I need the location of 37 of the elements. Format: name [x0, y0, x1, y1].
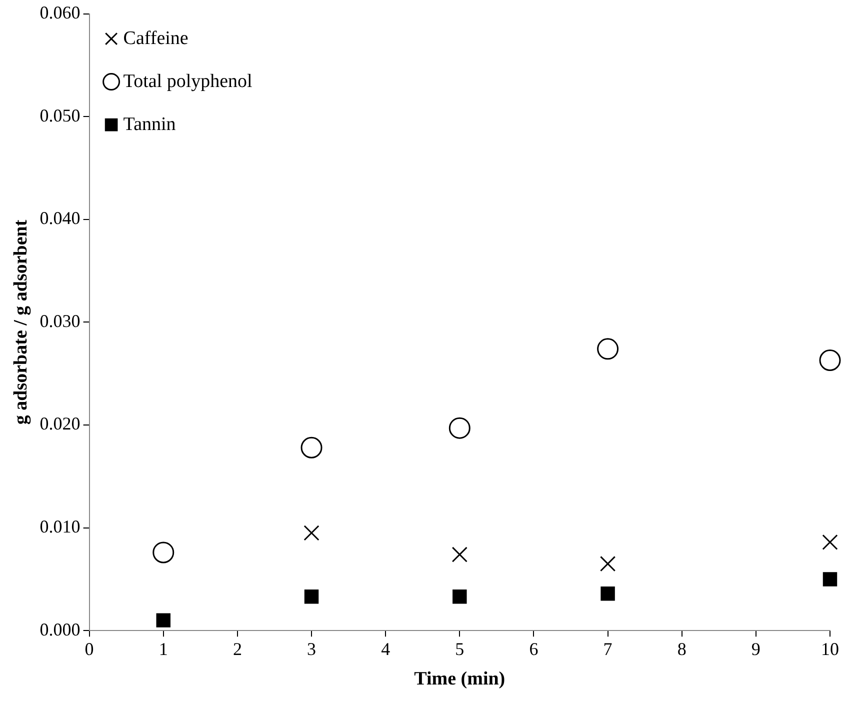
y-axis-title: g adsorbate / g adsorbent: [10, 219, 32, 425]
point: [156, 613, 170, 628]
y-tick-label: 0.040: [40, 208, 80, 228]
x-axis-title: Time (min): [414, 668, 506, 690]
point: [300, 436, 322, 458]
x-tick-label: 5: [455, 639, 464, 660]
y-tick-label: 0.020: [40, 414, 80, 434]
point: [452, 546, 468, 562]
point: [819, 349, 841, 371]
x-tick-label: 4: [381, 639, 390, 660]
point: [822, 572, 838, 586]
point: [152, 542, 174, 564]
point: [448, 417, 470, 439]
legend-label: Total polyphenol: [123, 70, 252, 92]
legend-label: Tannin: [123, 114, 176, 135]
legend-label: Caffeine: [123, 28, 188, 49]
point: [597, 338, 619, 360]
x-tick-label: 6: [529, 639, 538, 660]
y-tick-label: 0.030: [40, 310, 80, 331]
x-tick-label: 9: [751, 639, 760, 660]
y-tick-label: 0.050: [40, 105, 80, 126]
x-tick-label: 1: [158, 639, 168, 660]
y-tick-label: 0.010: [40, 516, 80, 537]
x-tick-label: 3: [307, 639, 316, 660]
y-tick-label: 0.000: [40, 619, 80, 640]
point: [304, 590, 319, 604]
x-tick-label: 8: [677, 639, 686, 660]
x-tick-label: 0: [84, 639, 94, 660]
y-tick-label: 0.060: [40, 2, 80, 23]
point: [822, 534, 838, 550]
x-tick-label: 2: [232, 639, 242, 660]
point: [600, 586, 615, 601]
x-tick-label: 10: [821, 639, 839, 660]
point: [304, 525, 320, 541]
point: [600, 556, 616, 572]
point: [452, 590, 467, 604]
x-tick-label: 7: [603, 639, 612, 660]
